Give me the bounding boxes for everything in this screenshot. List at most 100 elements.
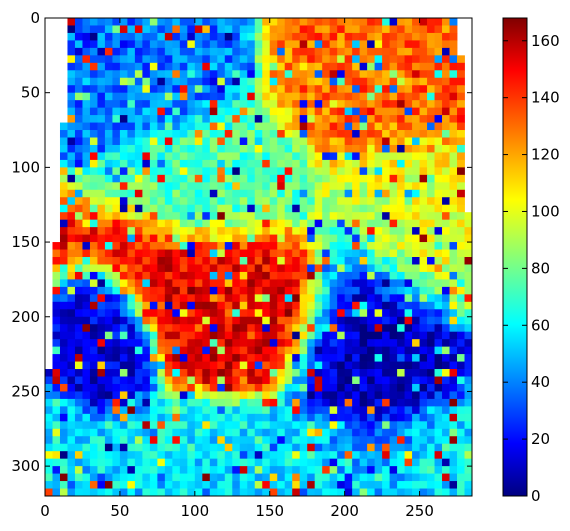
heatmap-cell <box>112 481 121 489</box>
x-tick-label: 50 <box>110 502 129 520</box>
heatmap-cell <box>112 25 121 34</box>
heatmap-cell <box>284 354 293 362</box>
heatmap-cell <box>277 249 286 258</box>
heatmap-cell <box>427 18 435 26</box>
heatmap-cell <box>224 85 233 94</box>
heatmap-cell <box>389 122 398 131</box>
heatmap-cell <box>97 167 106 176</box>
heatmap-cell <box>97 316 106 325</box>
heatmap-cell <box>404 316 413 325</box>
heatmap-cell <box>89 458 98 467</box>
heatmap-cell <box>262 18 271 26</box>
heatmap-cell <box>374 301 383 310</box>
heatmap-cell <box>284 130 293 138</box>
heatmap-cell <box>82 339 91 348</box>
heatmap-cell <box>404 144 413 153</box>
heatmap-cell <box>254 40 263 49</box>
heatmap-cell <box>269 70 278 79</box>
heatmap-cell <box>374 324 383 333</box>
heatmap-cell <box>427 107 435 116</box>
heatmap-cell <box>104 242 113 250</box>
heatmap-cell <box>82 279 91 288</box>
heatmap-cell <box>404 376 413 385</box>
heatmap-cell <box>224 130 233 138</box>
heatmap-cell <box>449 130 458 138</box>
heatmap-cell <box>367 204 376 213</box>
heatmap-cell <box>322 137 331 146</box>
heatmap-cell <box>367 398 376 407</box>
heatmap-cell <box>374 107 383 116</box>
heatmap-cell <box>262 339 271 348</box>
heatmap-cell <box>119 257 128 265</box>
heatmap-cell <box>359 47 368 56</box>
heatmap-cell <box>224 32 233 41</box>
x-tick-label: 250 <box>405 502 434 520</box>
heatmap-cell <box>82 331 91 340</box>
heatmap-cell <box>277 391 286 400</box>
heatmap-cell <box>179 443 188 452</box>
heatmap-cell <box>172 25 181 34</box>
heatmap-cell <box>142 376 151 385</box>
heatmap-cell <box>277 152 286 161</box>
heatmap-cell <box>134 174 143 183</box>
heatmap-cell <box>202 130 211 138</box>
heatmap-cell <box>269 174 278 183</box>
heatmap-cell <box>262 197 271 206</box>
heatmap-cell <box>149 271 158 280</box>
heatmap-cell <box>224 473 233 482</box>
heatmap-cell <box>367 152 376 161</box>
heatmap-cell <box>389 383 398 392</box>
heatmap-cell <box>449 70 458 79</box>
heatmap-cell <box>367 383 376 392</box>
heatmap-cell <box>217 369 226 377</box>
heatmap-cell <box>404 107 413 116</box>
heatmap-cell <box>97 219 106 228</box>
heatmap-cell <box>374 130 383 138</box>
heatmap-cell <box>52 383 61 392</box>
heatmap-cell <box>127 174 136 183</box>
heatmap-cell <box>179 25 188 34</box>
heatmap-cell <box>89 339 98 348</box>
heatmap-cell <box>59 339 68 348</box>
heatmap-cell <box>337 107 346 116</box>
heatmap-cell <box>202 331 211 340</box>
heatmap-cell <box>374 242 383 250</box>
heatmap-cell <box>172 264 181 273</box>
heatmap-cell <box>209 294 218 303</box>
heatmap-cell <box>157 443 166 452</box>
heatmap-cell <box>419 55 428 64</box>
heatmap-cell <box>344 212 353 221</box>
heatmap-cell <box>427 369 435 377</box>
heatmap-cell <box>59 309 68 318</box>
heatmap-cell <box>224 204 233 213</box>
heatmap-cell <box>142 383 151 392</box>
heatmap-cell <box>262 481 271 489</box>
heatmap-cell <box>194 122 203 131</box>
heatmap-cell <box>397 167 405 176</box>
heatmap-cell <box>299 25 308 34</box>
heatmap-cell <box>247 77 256 86</box>
heatmap-cell <box>389 62 398 71</box>
heatmap-cell <box>322 212 331 221</box>
heatmap-cell <box>329 144 338 153</box>
heatmap-cell <box>329 159 338 168</box>
heatmap-cell <box>172 62 181 71</box>
heatmap-cell <box>217 398 226 407</box>
heatmap-cell <box>337 324 346 333</box>
heatmap-cell <box>314 376 323 385</box>
heatmap-cell <box>314 466 323 474</box>
heatmap-cell <box>127 204 136 213</box>
heatmap-cell <box>382 189 390 198</box>
heatmap-cell <box>187 316 196 325</box>
heatmap-cell <box>209 354 218 362</box>
heatmap-cell <box>457 189 465 198</box>
heatmap-cell <box>457 62 465 71</box>
heatmap-cell <box>457 339 465 348</box>
heatmap-cell <box>292 152 301 161</box>
heatmap-cell <box>449 85 458 94</box>
heatmap-cell <box>449 383 458 392</box>
heatmap-cell <box>45 458 53 467</box>
heatmap-cell <box>269 62 278 71</box>
heatmap-cell <box>112 62 121 71</box>
heatmap-cell <box>389 316 398 325</box>
